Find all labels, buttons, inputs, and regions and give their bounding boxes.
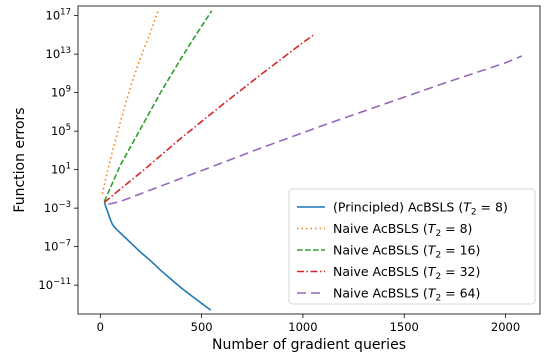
- x-tick-label: 500: [191, 320, 213, 334]
- y-tick-label: 1013: [46, 46, 71, 61]
- legend: (Principled) AcBSLS (T2 = 8) Naive AcBSLS…: [288, 188, 536, 305]
- legend-label: Naive AcBSLS (T2 = 8): [333, 221, 472, 239]
- legend-box: [288, 188, 536, 305]
- x-axis-label: Number of gradient queries: [212, 337, 406, 353]
- y-tick-label: 10−11: [38, 277, 71, 292]
- y-tick-label: 10−3: [44, 200, 71, 215]
- series-line: [103, 202, 212, 311]
- legend-label: Naive AcBSLS (T2 = 64): [333, 286, 480, 304]
- y-tick-label: 10−7: [44, 239, 71, 254]
- x-tick-label: 1000: [288, 320, 317, 334]
- y-tick-label: 109: [51, 85, 71, 100]
- y-tick-label: 1017: [46, 8, 71, 23]
- y-axis-label: Function errors: [12, 107, 28, 212]
- x-tick-label: 1500: [390, 320, 419, 334]
- legend-label: (Principled) AcBSLS (T2 = 8): [333, 200, 508, 218]
- series-line: [108, 55, 523, 206]
- y-axis: 10−11 10−7 10−3 101 105 109 1013 1017: [38, 8, 78, 292]
- x-axis: 0 500 1000 1500 2000: [97, 314, 520, 334]
- x-tick-label: 0: [97, 320, 104, 334]
- series-line: [103, 33, 316, 203]
- y-tick-label: 101: [51, 162, 71, 177]
- legend-label: Naive AcBSLS (T2 = 16): [333, 243, 480, 261]
- legend-label: Naive AcBSLS (T2 = 32): [333, 264, 480, 282]
- y-tick-label: 105: [51, 123, 71, 138]
- x-tick-label: 2000: [491, 320, 520, 334]
- series-line: [103, 10, 213, 202]
- series-layer: [101, 10, 523, 311]
